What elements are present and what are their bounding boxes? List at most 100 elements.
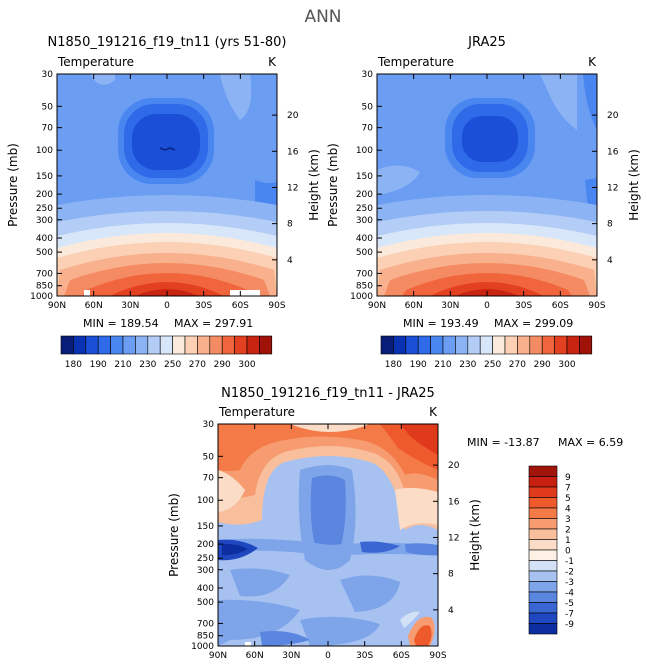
panel-diff-units: K: [429, 405, 438, 419]
colorbar-swatch: [393, 335, 407, 355]
colorbar-swatch: [529, 335, 543, 355]
y2-tick-label: 16: [448, 497, 460, 507]
y-tick-label: 50: [203, 452, 215, 462]
y-tick-label: 200: [356, 190, 373, 200]
colorbar-swatch: [528, 549, 558, 561]
colorbar-label: 300: [238, 360, 255, 370]
panel-diff-ylabel-right: Height (km): [468, 499, 482, 570]
y2-tick-label: 12: [607, 183, 618, 193]
colorbar-label: -5: [565, 599, 574, 609]
y-tick-label: 100: [197, 496, 214, 506]
y-tick-label: 70: [203, 474, 215, 484]
y2-tick-label: 8: [448, 570, 454, 580]
colorbar-swatch: [492, 335, 506, 355]
panel-diff-field: [218, 424, 438, 646]
panel-model-ylabel-right: Height (km): [307, 149, 321, 220]
colorbar-swatch: [405, 335, 419, 355]
y2-tick-label: 4: [287, 256, 293, 266]
colorbar-label: -7: [565, 610, 574, 620]
x-tick-label: 30N: [441, 301, 459, 311]
panel-model: N1850_191216_f19_tn11 (yrs 51-80) Temper…: [6, 35, 321, 370]
y-tick-label: 250: [197, 554, 214, 564]
colorbar-swatch: [122, 335, 136, 355]
colorbar-swatch: [73, 335, 87, 355]
panel-diff-max: MAX = 6.59: [558, 436, 623, 449]
panel-diff-axes: 90N 60N 30N 0 30S 60S 90S 30 50 70 100 150 200 250 300…: [191, 420, 460, 661]
colorbar-label: -1: [565, 557, 574, 567]
y-tick-label: 50: [42, 102, 54, 112]
colorbar-swatch: [60, 335, 74, 355]
colorbar-swatch: [184, 335, 198, 355]
colorbar-swatch: [528, 581, 558, 593]
x-tick-label: 30S: [515, 301, 532, 311]
y2-tick-label: 16: [607, 147, 619, 157]
y-tick-label: 500: [356, 248, 373, 258]
panel-model-max: MAX = 297.91: [174, 317, 253, 330]
colorbar-label: 4: [565, 505, 571, 515]
y-tick-label: 400: [356, 234, 373, 244]
colorbar-swatch: [209, 335, 223, 355]
colorbar-swatch: [528, 507, 558, 519]
colorbar-label: 290: [534, 360, 551, 370]
colorbar-label: -4: [565, 589, 574, 599]
y-tick-label: 500: [197, 598, 214, 608]
colorbar-label: 3: [565, 515, 571, 525]
colorbar-label: 270: [509, 360, 526, 370]
y-tick-label: 850: [356, 282, 373, 292]
y-tick-label: 70: [42, 124, 54, 134]
panel-obs-field: [377, 74, 597, 296]
colorbar-swatch: [110, 335, 124, 355]
x-tick-label: 30N: [282, 651, 300, 661]
panel-obs-ylabel: Pressure (mb): [326, 143, 340, 227]
y-tick-label: 30: [362, 70, 374, 80]
colorbar-label: 0: [565, 547, 571, 557]
x-tick-label: 90N: [368, 301, 386, 311]
y-tick-label: 100: [356, 146, 373, 156]
y-tick-label: 70: [362, 124, 374, 134]
panel-obs: JRA25 Temperature K 90N 60N 30N 0 30S 60S 90S 3…: [326, 35, 641, 370]
y-tick-label: 300: [356, 216, 373, 226]
panel-obs-axes: 90N 60N 30N 0 30S 60S 90S 30 50 70 100 150 200 250 300…: [350, 70, 619, 311]
x-tick-label: 60S: [552, 301, 569, 311]
colorbar-swatch: [479, 335, 493, 355]
colorbar-swatch: [528, 591, 558, 603]
colorbar-swatch: [528, 623, 558, 635]
x-tick-label: 60N: [85, 301, 103, 311]
colorbar-swatch: [541, 335, 555, 355]
y-tick-label: 150: [197, 522, 214, 532]
colorbar-swatch: [517, 335, 531, 355]
x-tick-label: 60S: [393, 651, 410, 661]
y-tick-label: 1000: [350, 292, 373, 302]
panel-diff-min: MIN = -13.87: [467, 436, 540, 449]
colorbar-swatch: [528, 560, 558, 572]
colorbar-swatch: [467, 335, 481, 355]
y-tick-label: 400: [36, 234, 53, 244]
panel-model-units: K: [268, 55, 277, 69]
colorbar-label: 210: [434, 360, 451, 370]
panel-obs-colorbar: 180 190 210 230 250 270 290 300: [380, 335, 593, 370]
colorbar-swatch: [197, 335, 211, 355]
panel-obs-units: K: [588, 55, 597, 69]
colorbar-swatch: [528, 612, 558, 624]
panel-diff-ylabel: Pressure (mb): [167, 493, 181, 577]
colorbar-label: 190: [410, 360, 427, 370]
colorbar-swatch: [147, 335, 161, 355]
x-tick-label: 30S: [356, 651, 373, 661]
y2-tick-label: 8: [287, 220, 293, 230]
colorbar-swatch: [528, 497, 558, 509]
colorbar-swatch: [528, 539, 558, 551]
colorbar-swatch: [455, 335, 469, 355]
x-tick-label: 90S: [429, 651, 446, 661]
colorbar-label: 250: [164, 360, 181, 370]
panel-model-field: [57, 74, 277, 296]
x-tick-label: 60N: [405, 301, 423, 311]
y2-tick-label: 8: [607, 220, 613, 230]
colorbar-label: 230: [459, 360, 476, 370]
colorbar-swatch: [554, 335, 568, 355]
y-tick-label: 700: [197, 619, 214, 629]
colorbar-swatch: [234, 335, 248, 355]
colorbar-swatch: [528, 476, 558, 488]
colorbar-label: -2: [565, 568, 574, 578]
x-tick-label: 0: [484, 301, 490, 311]
colorbar-label: 290: [214, 360, 231, 370]
